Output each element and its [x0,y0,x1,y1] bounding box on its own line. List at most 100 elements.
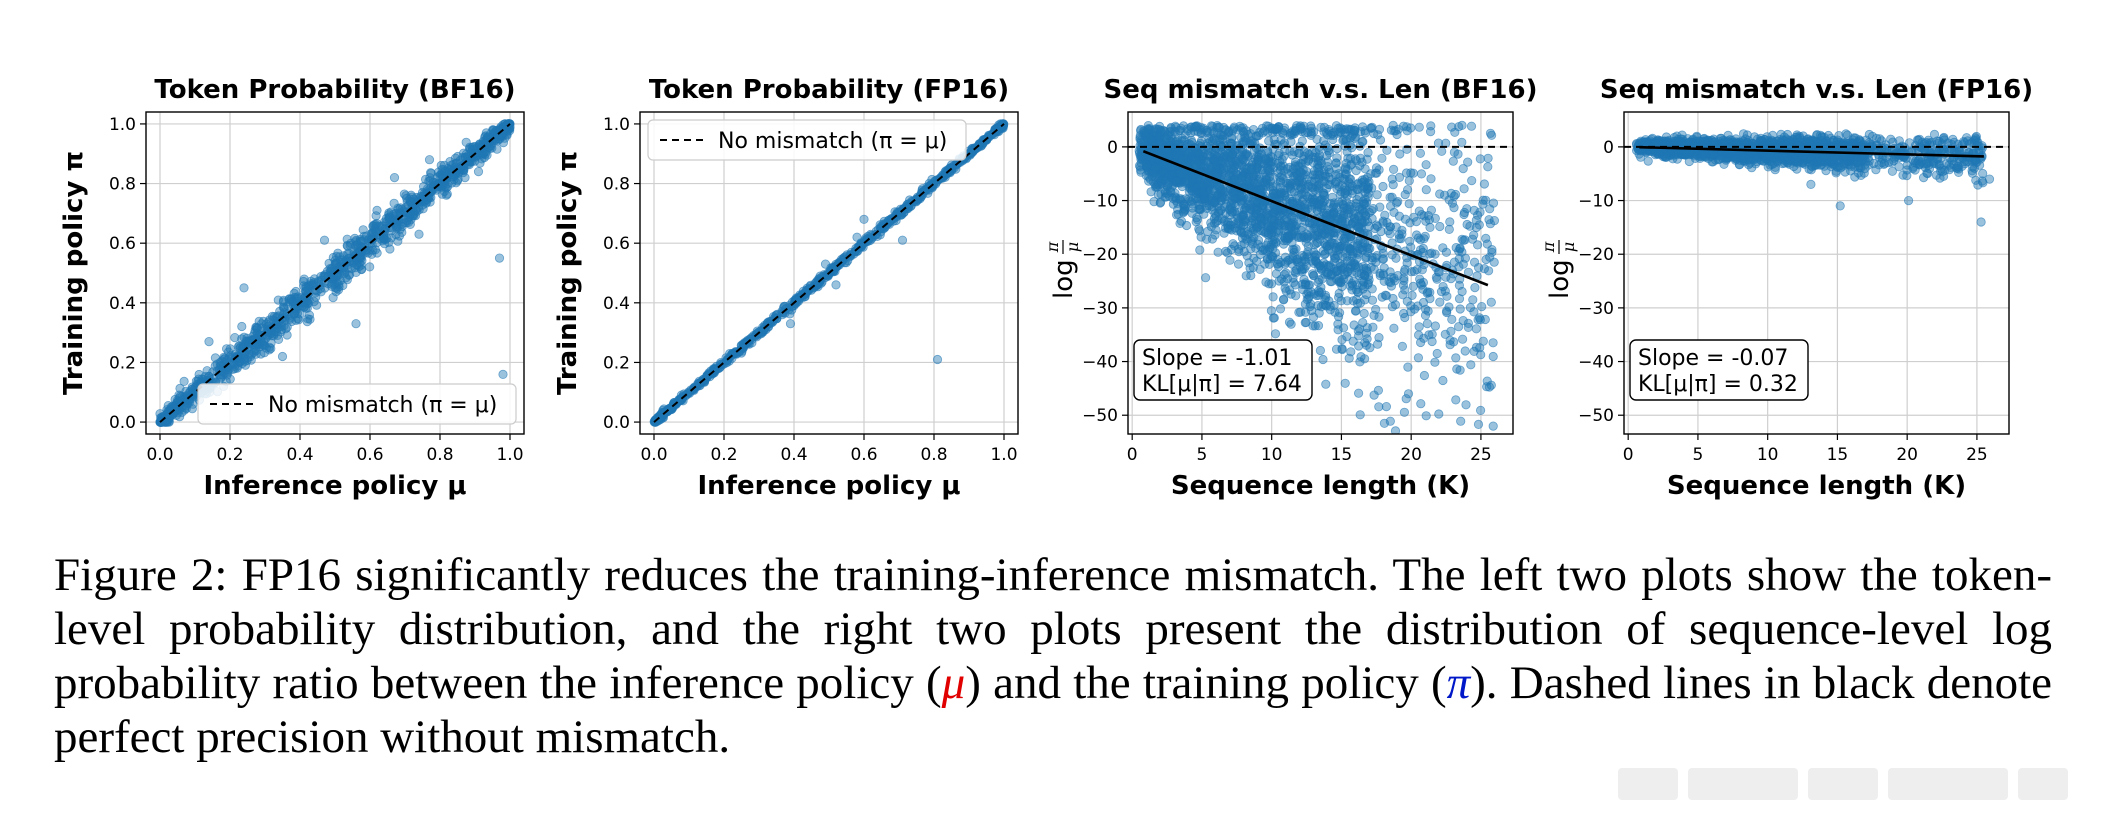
scatter-point [897,235,908,245]
scatter-point [273,322,283,333]
scatter-point [1275,304,1286,314]
scatter-point [1414,122,1424,132]
scatter-point [1474,262,1484,273]
scatter-point [1175,218,1185,228]
axes-frame [639,111,1019,435]
scatter-point [1375,202,1385,212]
scatter-point [1337,335,1347,345]
scatter-point [1300,279,1310,290]
scatter-point [282,322,292,332]
scatter-point [258,316,268,326]
scatter-point [1481,233,1491,243]
y-tick-label: 0.0 [109,413,136,433]
scatter-point [1342,147,1352,157]
scatter-point [1362,217,1373,227]
scatter-point [406,197,416,207]
scatter-point [1246,236,1257,246]
x-axis-label: Inference policy μ [203,471,466,501]
scatter-point [1233,259,1244,269]
scatter-point [319,271,329,281]
scatter-point [1281,268,1291,278]
scatter-point [1230,175,1240,185]
scatter-point [1454,322,1464,332]
scatter-point [1221,223,1231,233]
scatter-point [1229,124,1239,134]
scatter-point [1424,330,1434,340]
scatter-point [1454,294,1465,304]
scatter-point [1315,196,1325,206]
scatter-point [1355,410,1365,420]
scatter-point [278,302,288,312]
scatter-point [1479,516,1487,520]
scatter-point [1330,179,1340,189]
scatter-point [372,205,382,215]
scatter-point [1365,343,1375,353]
scatter-point [1270,329,1281,339]
scatter-point [1432,274,1442,284]
scatter-point [1264,259,1274,269]
scatter-point [852,232,862,242]
scatter-point [1291,244,1301,254]
scatter-point [1213,156,1223,166]
scatter-point [1435,221,1445,232]
scatter-point [1308,269,1318,279]
scatter-point [1481,195,1491,205]
scatter-point [1190,143,1200,153]
scatter-point [1416,399,1426,409]
scatter-point [1322,208,1332,218]
y-tick-label: −20 [1082,245,1118,265]
legend: No mismatch (π = μ) [647,119,967,161]
scatter-point [1415,148,1426,158]
scatter-point [1318,354,1328,365]
scatter-point [1416,337,1426,348]
scatter-point [461,137,471,147]
scatter-point [1360,164,1370,174]
x-axis-label: Sequence length (K) [1171,471,1470,501]
scatter-point [1142,160,1152,170]
scatter-point [1339,210,1349,221]
scatter-point [1350,262,1360,273]
chart-p1: 0.0 0.2 0.4 0.6 0.8 1.00.00.20.40.60.81.0Toke… [59,75,525,501]
scatter-point [1488,351,1498,362]
scatter-point [1310,230,1320,240]
scatter-point [1391,222,1401,232]
scatter-point [1465,221,1475,231]
scatter-point [464,160,474,170]
scatter-point [1334,169,1344,179]
scatter-point [1403,389,1414,399]
scatter-point [1482,382,1492,392]
scatter-point [1176,194,1186,204]
scatter-point [1318,246,1328,256]
scatter-point [338,280,348,291]
scatter-point [407,192,417,202]
scatter-point [1363,148,1373,158]
scatter-point [1234,219,1244,229]
scatter-point [389,173,400,183]
scatter-point [1444,302,1454,312]
scatter-point [1248,125,1259,135]
scatter-point [1408,281,1418,291]
scatter-point [1187,172,1197,182]
scatter-point [1209,213,1220,224]
y-axis-label: Training policy π [59,151,89,395]
scatter-point [1195,245,1205,255]
scatter-point [1446,326,1456,336]
scatter-point [1275,165,1286,175]
scatter-point [1399,407,1410,417]
scatter-point [1279,191,1290,201]
scatter-point [372,238,382,248]
scatter-point [1173,204,1183,214]
scatter-point [1356,127,1366,137]
scatter-point [255,330,265,340]
scatter-point [1206,165,1216,175]
scatter-point [164,411,174,422]
x-tick-label: 0.6 [850,445,877,465]
scatter-point [1426,248,1437,258]
scatter-point [1270,125,1280,135]
scatter-point [1458,259,1468,269]
scatter-point [1294,162,1304,172]
scatter-point [1340,189,1350,199]
scatter-point [1194,200,1204,210]
scatter-point [397,204,407,214]
